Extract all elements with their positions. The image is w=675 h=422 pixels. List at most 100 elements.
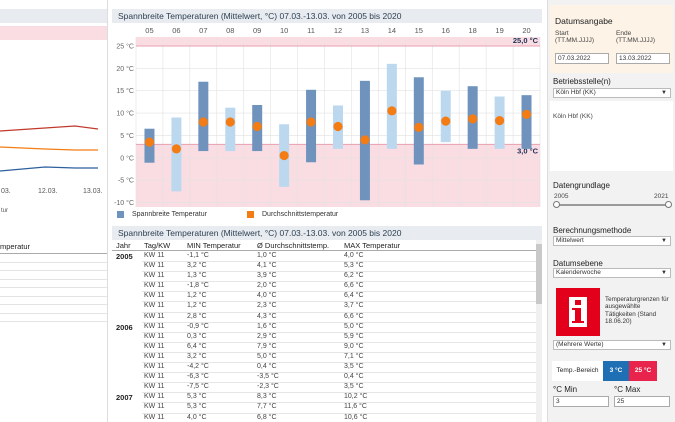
cell-kw: KW 11 bbox=[144, 352, 165, 360]
table-row: 2005 KW 11 -1,1 °C 1,0 °C 4,0 °C bbox=[112, 252, 536, 263]
avg-point bbox=[279, 150, 289, 161]
legend-range: Spannbreite Temperatur bbox=[117, 209, 207, 219]
range-bar bbox=[413, 77, 424, 165]
chevron-down-icon: ▼ bbox=[661, 90, 667, 96]
avg-point bbox=[495, 116, 505, 126]
cell-min: 5,3 °C bbox=[187, 393, 207, 401]
left-red-line bbox=[0, 125, 99, 132]
table-row: KW 11 1,3 °C 3,9 °C 6,2 °C bbox=[112, 272, 536, 283]
table-row: KW 11 3,2 °C 4,1 °C 5,3 °C bbox=[112, 262, 536, 273]
chart-title: Spannbreite Temperaturen (Mittelwert, °C… bbox=[112, 9, 542, 23]
th-kw: Tag/KW bbox=[144, 241, 171, 250]
year-slider-max-handle[interactable] bbox=[665, 201, 672, 208]
cell-min: -0,9 °C bbox=[187, 322, 209, 330]
temp-high-badge: 25 °C bbox=[629, 361, 657, 381]
left-panel-header bbox=[0, 9, 107, 23]
berechnungsmethode-select[interactable]: Mittelwert ▼ bbox=[553, 236, 671, 246]
table-title: Spannbreite Temperaturen (Mittelwert, °C… bbox=[112, 226, 542, 240]
cell-avg: 7,9 °C bbox=[257, 342, 277, 350]
chart-area: Spannbreite Temperaturen (Mittelwert, °C… bbox=[112, 9, 542, 209]
range-bar bbox=[440, 90, 451, 143]
avg-point bbox=[387, 106, 397, 116]
cell-kw: KW 11 bbox=[144, 292, 165, 300]
cell-max: 3,5 °C bbox=[344, 363, 364, 371]
year-slider-track[interactable] bbox=[557, 204, 669, 206]
activity-selected: (Mehrere Werte) bbox=[556, 341, 604, 348]
lower-limit-label: 3,0 °C bbox=[517, 146, 539, 155]
left-panel-band bbox=[0, 26, 107, 40]
cell-max: 6,2 °C bbox=[344, 272, 364, 280]
cell-kw: KW 11 bbox=[144, 393, 165, 401]
datumsebene-selected: Kalenderwoche bbox=[556, 269, 601, 276]
datumsangabe-box: Datumsangabe Start (TT.MM.JJJJ) Ende (TT… bbox=[550, 5, 673, 73]
table-scrollbar[interactable] bbox=[536, 240, 542, 422]
cell-avg: 4,1 °C bbox=[257, 262, 277, 270]
cell-min: 1,2 °C bbox=[187, 292, 207, 300]
max-temp-input[interactable]: 25 bbox=[614, 396, 670, 407]
min-temp-input[interactable]: 3 bbox=[553, 396, 609, 407]
y-tick-label: 15 °C bbox=[116, 87, 134, 95]
avg-point bbox=[521, 109, 532, 119]
table-row: KW 11 1,2 °C 4,0 °C 6,4 °C bbox=[112, 292, 536, 303]
betriebsstelle-select[interactable]: Köln Hbf (KK) ▼ bbox=[553, 88, 671, 98]
betriebsstelle-list-item[interactable]: Köln Hbf (KK) bbox=[553, 113, 593, 120]
cell-max: 5,9 °C bbox=[344, 332, 364, 340]
cell-min: -1,8 °C bbox=[187, 282, 209, 290]
cell-kw: KW 11 bbox=[144, 383, 165, 391]
betriebsstelle-list[interactable]: Köln Hbf (KK) bbox=[550, 101, 673, 171]
info-text: Temperaturgrenzen für ausgewählte Tätigk… bbox=[605, 296, 669, 326]
cell-year: 2005 bbox=[116, 252, 133, 261]
category-label: 20 bbox=[522, 26, 530, 35]
cell-kw: KW 11 bbox=[144, 302, 165, 310]
legend-range-swatch bbox=[117, 210, 124, 218]
activity-select[interactable]: (Mehrere Werte) ▼ bbox=[553, 340, 671, 350]
upper-band bbox=[136, 37, 540, 46]
category-label: 08 bbox=[226, 26, 234, 35]
category-label: 12 bbox=[334, 26, 342, 35]
berechnungsmethode-selected: Mittelwert bbox=[556, 237, 584, 244]
start-format: (TT.MM.JJJJ) bbox=[555, 37, 594, 44]
table-row: KW 11 5,3 °C 7,7 °C 11,6 °C bbox=[112, 403, 536, 414]
year-slider-min-handle[interactable] bbox=[553, 201, 560, 208]
category-label: 05 bbox=[145, 26, 153, 35]
cell-max: 6,6 °C bbox=[344, 282, 364, 290]
cell-year: 2007 bbox=[116, 393, 133, 403]
cell-max: 6,4 °C bbox=[344, 292, 364, 300]
y-tick-label: 20 °C bbox=[116, 65, 134, 73]
min-label: °C Min bbox=[553, 385, 578, 394]
start-label: Start bbox=[555, 30, 569, 37]
cell-min: -4,2 °C bbox=[187, 363, 209, 371]
category-label: 07 bbox=[199, 26, 207, 35]
table-row: KW 11 0,3 °C 2,9 °C 5,9 °C bbox=[112, 333, 536, 343]
th-avg: Ø Durchschnittstemp. bbox=[257, 241, 330, 250]
max-label: °C Max bbox=[614, 385, 641, 394]
table-row: 2007 KW 11 5,3 °C 8,3 °C 10,2 °C bbox=[112, 393, 536, 404]
category-label: 19 bbox=[495, 26, 503, 35]
cell-min: 6,4 °C bbox=[187, 342, 207, 350]
left-legend-fragment: tur bbox=[1, 208, 9, 214]
start-date-input[interactable]: 07.03.2022 bbox=[555, 53, 609, 64]
cell-max: 6,6 °C bbox=[344, 312, 364, 320]
datengrundlage-min-label: 2005 bbox=[554, 193, 569, 200]
end-date-input[interactable]: 13.03.2022 bbox=[616, 53, 670, 64]
table-scroll-thumb[interactable] bbox=[536, 244, 542, 304]
datumsebene-select[interactable]: Kalenderwoche ▼ bbox=[553, 268, 671, 278]
table-body: 2005 KW 11 -1,1 °C 1,0 °C 4,0 °C KW 11 3,2 °C 4… bbox=[112, 252, 536, 422]
cell-avg: -2,3 °C bbox=[257, 383, 279, 391]
info-icon[interactable] bbox=[556, 288, 600, 336]
avg-point bbox=[468, 114, 478, 124]
avg-point bbox=[171, 144, 181, 154]
cell-kw: KW 11 bbox=[144, 272, 165, 280]
y-tick-label: 0 °C bbox=[120, 154, 134, 162]
left-line-chart bbox=[0, 125, 99, 172]
range-bar bbox=[521, 95, 532, 149]
category-label: 13 bbox=[361, 26, 369, 35]
th-min: MIN Temperatur bbox=[187, 241, 241, 250]
cell-avg: 4,3 °C bbox=[257, 312, 277, 320]
cell-kw: KW 11 bbox=[144, 363, 165, 371]
y-tick-label: 5 °C bbox=[120, 132, 134, 140]
datengrundlage-title: Datengrundlage bbox=[553, 181, 610, 190]
table-row: KW 11 -7,5 °C -2,3 °C 3,5 °C bbox=[112, 383, 536, 394]
info-glyph bbox=[569, 297, 587, 327]
cell-max: 4,0 °C bbox=[344, 252, 364, 259]
